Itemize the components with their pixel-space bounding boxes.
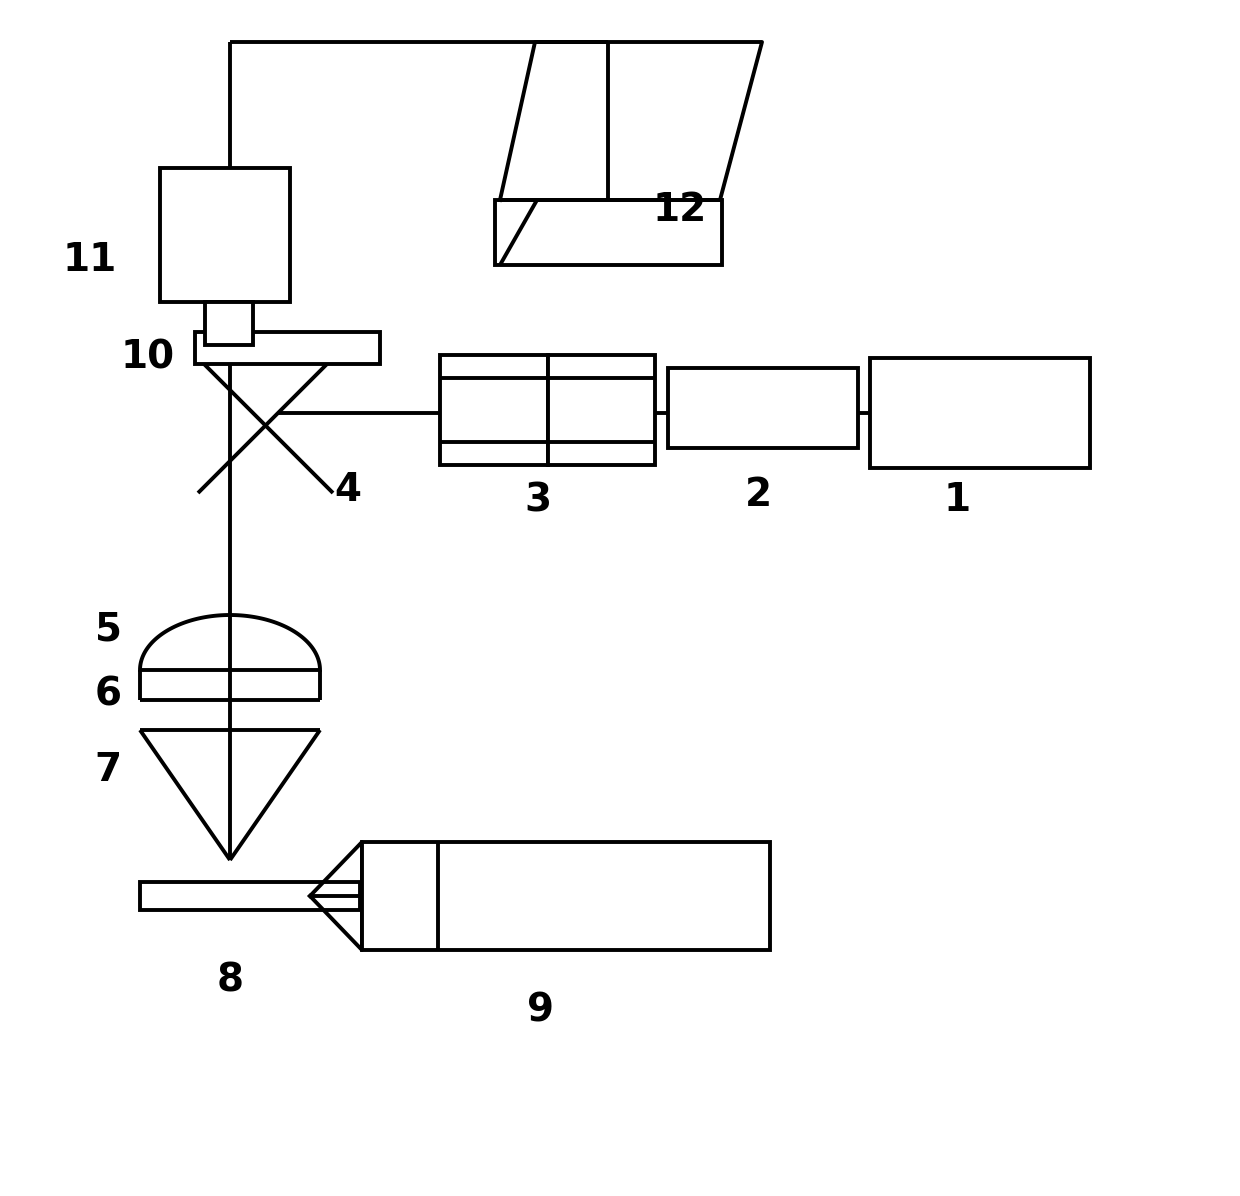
Bar (440, 355, 548, 465)
Polygon shape (310, 842, 362, 950)
Bar (548, 355, 655, 465)
Bar (140, 881, 360, 910)
Text: 7: 7 (94, 751, 122, 789)
Text: 1: 1 (944, 481, 971, 519)
Bar (870, 358, 1090, 468)
Bar (668, 368, 858, 448)
Text: 9: 9 (527, 991, 553, 1029)
Bar (362, 842, 770, 950)
Text: 4: 4 (335, 471, 362, 509)
Text: 6: 6 (94, 676, 122, 714)
Text: 5: 5 (94, 611, 122, 649)
Bar (205, 303, 253, 344)
Text: 12: 12 (653, 191, 707, 228)
Text: 11: 11 (63, 242, 117, 279)
Text: 3: 3 (525, 481, 552, 519)
Bar (160, 167, 290, 303)
Bar (195, 332, 379, 364)
Text: 2: 2 (744, 476, 771, 514)
Bar (495, 200, 722, 266)
Text: 8: 8 (217, 962, 243, 999)
Text: 10: 10 (122, 338, 175, 377)
